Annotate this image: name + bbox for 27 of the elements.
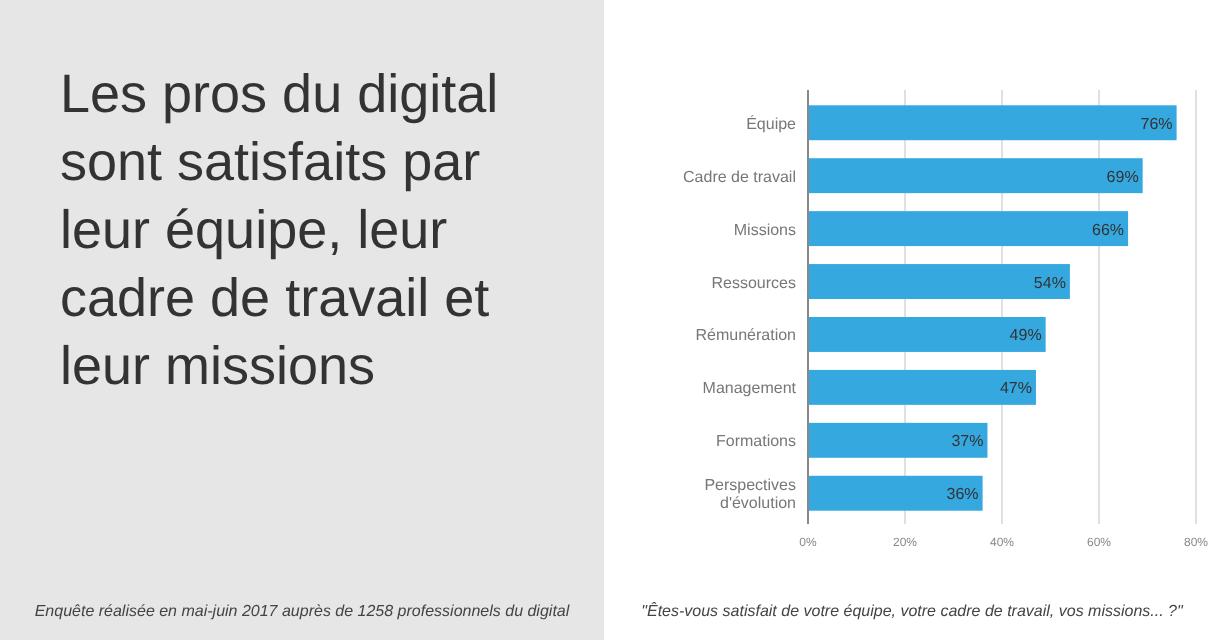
bar [808, 158, 1143, 194]
bar [808, 317, 1046, 352]
y-tick-label: Perspectives d'évolution [704, 476, 796, 513]
y-tick-label: Rémunération [695, 326, 796, 345]
data-label: 47% [999, 379, 1032, 398]
y-tick-label: Cadre de travail [683, 167, 797, 186]
bar [808, 264, 1070, 299]
bar [808, 105, 1177, 141]
y-tick-label: Équipe [746, 114, 798, 133]
bar [808, 211, 1129, 247]
data-label: 76% [1140, 114, 1173, 133]
text: Les pros du digital sont satisfaits par leur équipe, leur cadre de travail et leur missions [60, 64, 499, 396]
data-label: 49% [1009, 326, 1042, 345]
data-label: 54% [1033, 273, 1066, 292]
data-label: 37% [951, 432, 984, 451]
text: Enquête réalisée en mai-juin 2017 auprès de 1258 professionnels du digital [34, 602, 570, 620]
y-tick-label: Missions [733, 220, 796, 239]
y-tick-label: Formations [715, 432, 796, 451]
text: "Êtes-vous satisfait de votre équipe, votre cadre de travail, vos missions... ?" [641, 602, 1185, 620]
data-label: 69% [1106, 167, 1139, 186]
data-label: 36% [946, 485, 979, 504]
bar [808, 422, 988, 458]
bar [808, 475, 983, 511]
data-label: 66% [1092, 220, 1125, 239]
y-tick-label: Ressources [711, 273, 796, 292]
bar [808, 369, 1036, 405]
y-tick-label: Management [702, 379, 798, 398]
